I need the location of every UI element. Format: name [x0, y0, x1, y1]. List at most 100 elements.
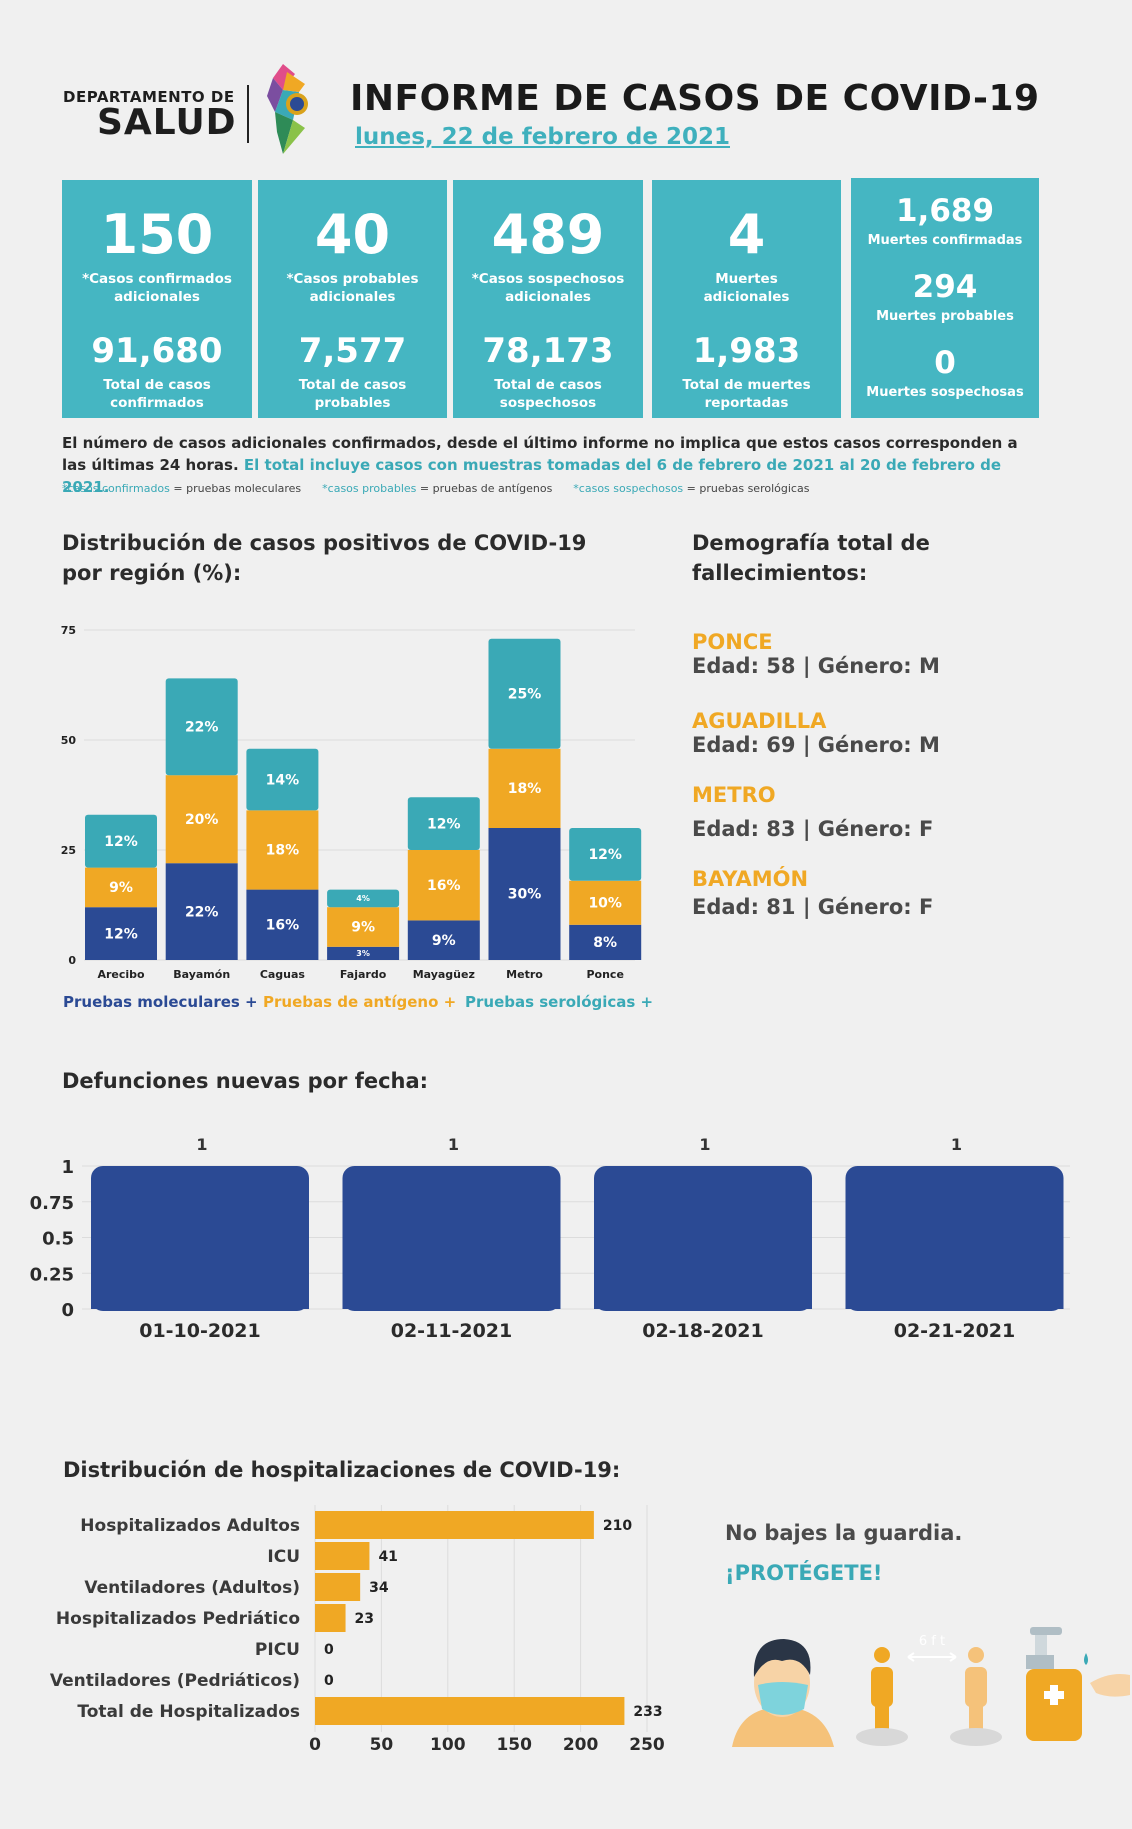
- demographics-entry: BAYAMÓN Edad: 81 | Género: F: [692, 867, 933, 919]
- data-label: 1: [196, 1135, 207, 1154]
- data-label: 34: [369, 1580, 389, 1596]
- bar-segment: [85, 867, 157, 908]
- confirmed-deaths-label: Muertes confirmadas: [867, 233, 1023, 248]
- stat-label: adicionales: [505, 289, 591, 305]
- hand-sanitizer-icon: [1026, 1627, 1130, 1741]
- stat-total-label: Total de casos: [298, 377, 407, 393]
- legend-probable: *casos probables: [322, 482, 417, 495]
- data-label: 25%: [508, 686, 542, 702]
- bar-base: [91, 1295, 309, 1309]
- confirmed-deaths-value: 1,689: [895, 193, 995, 229]
- data-label: 18%: [508, 781, 542, 797]
- bar-segment: [165, 775, 238, 864]
- bar: [845, 1166, 1064, 1311]
- data-label: 22%: [185, 719, 219, 735]
- stat-label: *Casos sospechosos: [471, 271, 625, 287]
- data-label: 3%: [356, 949, 370, 958]
- bar: [315, 1542, 370, 1570]
- data-label: 0: [324, 1642, 334, 1658]
- stat-card-deaths: 4 Muertes adicionales 1,983 Total de muer…: [652, 180, 841, 418]
- data-label: 12%: [427, 816, 461, 832]
- hospital-chart-title: Distribución de hospitalizaciones de COV…: [63, 1458, 621, 1482]
- data-label: 18%: [266, 843, 300, 859]
- stat-total-label: Total de casos: [494, 377, 602, 393]
- y-tick-label: 0: [61, 1300, 74, 1321]
- bar-base: [594, 1295, 812, 1309]
- legend-probable-desc: = pruebas de antígenos: [419, 482, 553, 495]
- suspected-deaths-value: 0: [934, 345, 956, 381]
- person-icon: [950, 1647, 1002, 1746]
- demographics-entry: PONCE Edad: 58 | Género: M: [692, 630, 940, 678]
- bar-segment: [246, 889, 319, 960]
- header-divider: [247, 85, 249, 143]
- suspected-deaths-label: Muertes sospechosas: [866, 385, 1024, 400]
- data-label: 8%: [593, 935, 617, 951]
- note-highlight: El total incluye casos con muestras toma…: [62, 456, 1002, 496]
- stat-label: adicionales: [309, 289, 396, 305]
- bar-segment: [407, 797, 480, 850]
- demographics-info: Edad: 58 | Género: M: [692, 654, 940, 678]
- y-tick-label: 0.25: [30, 1264, 74, 1285]
- data-label: 233: [633, 1704, 662, 1720]
- stat-value: 150: [100, 203, 214, 266]
- demographics-info: Edad: 81 | Género: F: [692, 895, 934, 919]
- data-label: 9%: [351, 920, 375, 936]
- stat-label: adicionales: [114, 289, 200, 305]
- category-label: PICU: [255, 1640, 300, 1660]
- legend-molecular: Pruebas moleculares +: [63, 993, 258, 1011]
- stat-card-confirmed: 150 *Casos confirmados adicionales 91,680…: [62, 180, 252, 418]
- region-stacked-bar-chart: 0 25 50 75 12% 9% 12% Arecibo 22% 20% 22% Bayamón 16…: [61, 624, 642, 981]
- stat-total-label: probables: [314, 395, 391, 411]
- legend-suspected: *casos sospechosos: [573, 482, 684, 495]
- y-tick-label: 0: [68, 954, 76, 967]
- bar: [342, 1166, 561, 1311]
- data-label: 1: [448, 1135, 459, 1154]
- legend-confirmed-desc: = pruebas moleculares: [173, 482, 302, 495]
- category-label: Total de Hospitalizados: [77, 1702, 300, 1722]
- bar-segment: [569, 880, 642, 925]
- y-tick-label: 25: [61, 844, 76, 857]
- data-label: 41: [378, 1549, 397, 1565]
- stat-total: 7,577: [298, 331, 407, 371]
- data-label: 14%: [266, 772, 300, 788]
- stat-total-label: Total de casos: [103, 377, 211, 393]
- demographics-title-line: fallecimientos:: [692, 561, 868, 585]
- report-date: lunes, 22 de febrero de 2021: [355, 124, 730, 150]
- bar-segment: [407, 920, 480, 960]
- bar-segment: [246, 810, 319, 890]
- demographics-region: AGUADILLA: [692, 709, 827, 733]
- x-tick-label: 200: [563, 1735, 599, 1755]
- data-label: 20%: [185, 812, 219, 828]
- x-tick-label: 02-21-2021: [894, 1320, 1016, 1342]
- department-logo-icon: [267, 64, 308, 154]
- stat-total: 91,680: [91, 331, 223, 371]
- category-label: ICU: [267, 1547, 300, 1567]
- demographics-title: Demografía total de fallecimientos:: [692, 528, 930, 588]
- y-tick-label: 0.75: [30, 1193, 74, 1214]
- data-label: 12%: [104, 926, 138, 942]
- data-label: 1: [951, 1135, 962, 1154]
- bar: [91, 1166, 309, 1311]
- x-tick-label: 100: [430, 1735, 466, 1755]
- demographics-info: Edad: 83 | Género: F: [692, 817, 934, 841]
- category-label: Hospitalizados Pedriático: [56, 1609, 300, 1629]
- case-type-legend: *casos confirmados = pruebas moleculares…: [62, 482, 809, 495]
- bar-segment: [165, 863, 238, 960]
- stat-label: adicionales: [703, 289, 790, 305]
- bar: [315, 1697, 625, 1725]
- bar-segment: [488, 748, 561, 828]
- legend-serologic: Pruebas serológicas +: [465, 993, 654, 1011]
- category-label: Ventiladores (Adultos): [84, 1578, 300, 1598]
- stat-total: 78,173: [482, 331, 614, 371]
- stat-value: 4: [727, 203, 766, 266]
- legend-confirmed: *casos confirmados: [62, 482, 170, 495]
- page-title: INFORME DE CASOS DE COVID-19: [350, 78, 1040, 119]
- deaths-by-date-bar-chart: 0 0.25 0.5 0.75 1 1 01-10-2021 1 02-11-2021 1 02-1…: [30, 1135, 1070, 1342]
- stat-value: 489: [491, 203, 605, 266]
- bar-base: [845, 1295, 1064, 1309]
- bar: [594, 1166, 812, 1311]
- slogan-highlight: ¡PROTÉGETE!: [725, 1561, 883, 1585]
- data-label: 16%: [266, 917, 300, 933]
- y-tick-label: 75: [61, 624, 76, 637]
- bar-segment: [85, 907, 157, 960]
